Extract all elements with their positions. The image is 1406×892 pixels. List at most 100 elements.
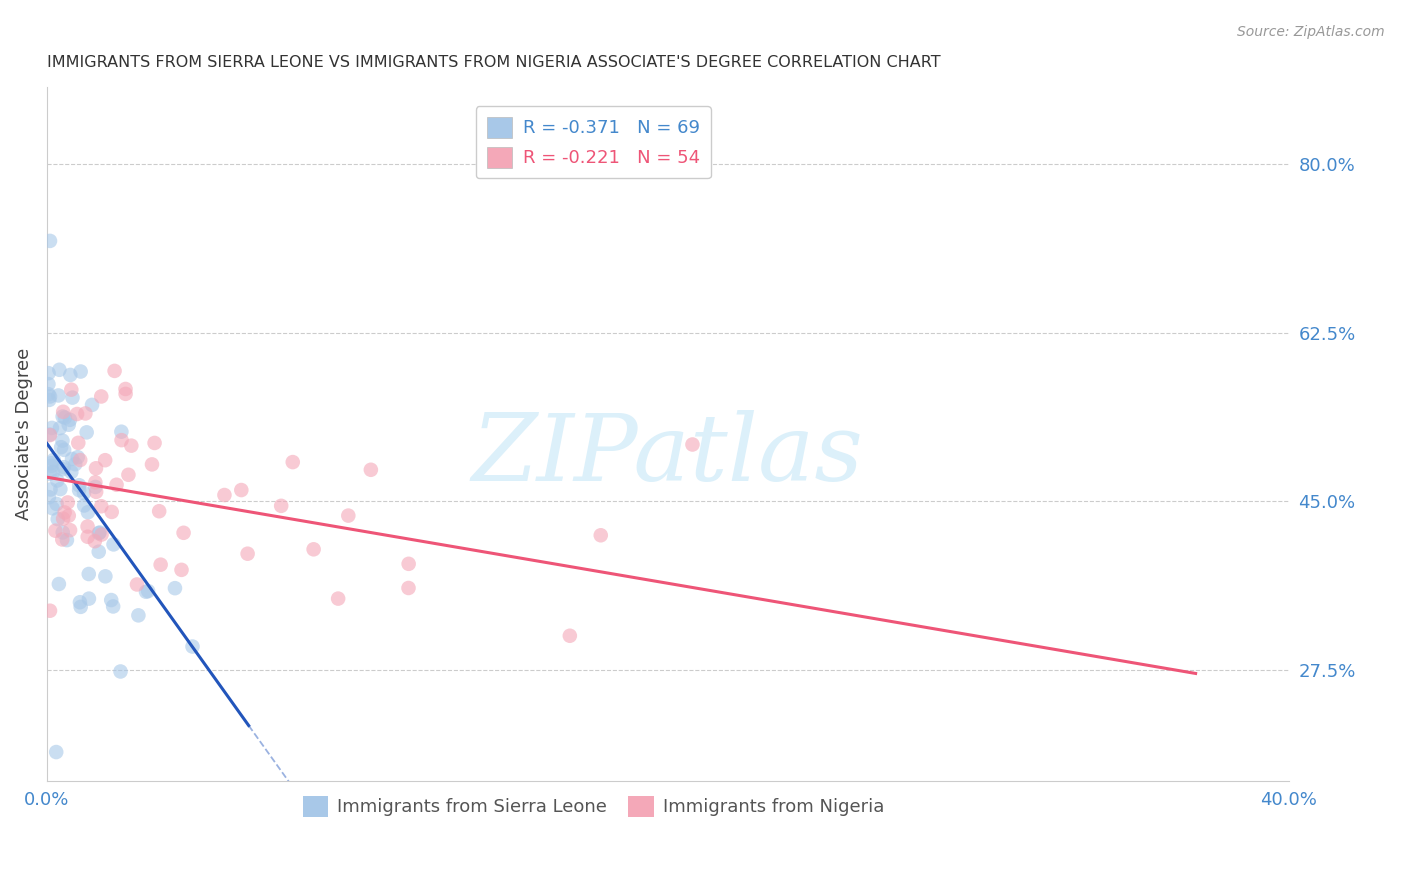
Point: [69, 599, 91, 614]
Point: [75, 407, 97, 421]
Point: [141, 458, 163, 472]
Point: [110, 425, 132, 439]
Point: [39, 389, 62, 403]
Point: [110, 433, 132, 447]
Text: IMMIGRANTS FROM SIERRA LEONE VS IMMIGRANTS FROM NIGERIA ASSOCIATE'S DEGREE CORRE: IMMIGRANTS FROM SIERRA LEONE VS IMMIGRAN…: [46, 55, 941, 70]
Point: [48, 577, 70, 591]
Point: [38, 490, 60, 504]
Point: [49, 421, 72, 435]
Point: [84, 475, 107, 490]
Point: [231, 483, 253, 497]
Point: [181, 640, 204, 654]
Point: [103, 537, 125, 551]
Point: [558, 629, 581, 643]
Point: [90, 527, 112, 541]
Point: [76, 530, 98, 544]
Point: [59, 523, 82, 537]
Point: [84, 480, 107, 494]
Point: [48, 388, 70, 402]
Point: [149, 558, 172, 572]
Point: [58, 508, 80, 523]
Point: [67, 478, 90, 492]
Point: [53, 505, 76, 519]
Point: [52, 409, 75, 424]
Point: [120, 439, 142, 453]
Point: [59, 368, 82, 382]
Point: [39, 456, 62, 470]
Point: [90, 389, 112, 403]
Point: [41, 458, 63, 473]
Point: [589, 528, 612, 542]
Point: [53, 442, 76, 457]
Point: [89, 525, 111, 540]
Point: [135, 584, 157, 599]
Point: [42, 453, 65, 467]
Point: [56, 533, 79, 547]
Point: [110, 665, 132, 679]
Point: [337, 508, 360, 523]
Point: [682, 437, 704, 451]
Point: [127, 608, 149, 623]
Point: [39, 604, 62, 618]
Point: [46, 512, 69, 526]
Point: [46, 474, 69, 488]
Point: [214, 488, 236, 502]
Point: [51, 462, 73, 476]
Point: [136, 584, 159, 599]
Point: [38, 366, 60, 380]
Point: [52, 405, 75, 419]
Point: [69, 365, 91, 379]
Point: [58, 417, 80, 432]
Point: [84, 484, 107, 499]
Point: [73, 486, 96, 500]
Point: [170, 563, 193, 577]
Point: [69, 453, 91, 467]
Point: [37, 377, 59, 392]
Point: [125, 577, 148, 591]
Point: [39, 483, 62, 497]
Point: [398, 581, 420, 595]
Point: [62, 391, 84, 405]
Point: [45, 497, 67, 511]
Point: [52, 512, 75, 526]
Text: Source: ZipAtlas.com: Source: ZipAtlas.com: [1237, 25, 1385, 39]
Point: [39, 234, 62, 248]
Point: [67, 483, 90, 497]
Point: [49, 482, 72, 496]
Point: [45, 745, 67, 759]
Point: [51, 434, 73, 448]
Legend: Immigrants from Sierra Leone, Immigrants from Nigeria: Immigrants from Sierra Leone, Immigrants…: [295, 789, 891, 824]
Point: [37, 387, 59, 401]
Point: [42, 465, 65, 479]
Point: [117, 467, 139, 482]
Point: [143, 436, 166, 450]
Point: [302, 542, 325, 557]
Point: [44, 524, 66, 538]
Point: [84, 461, 107, 475]
Point: [38, 427, 60, 442]
Point: [60, 452, 83, 467]
Point: [56, 495, 79, 509]
Point: [236, 547, 259, 561]
Point: [51, 533, 73, 547]
Point: [101, 599, 124, 614]
Point: [63, 457, 86, 471]
Point: [87, 526, 110, 541]
Point: [69, 595, 91, 609]
Point: [100, 593, 122, 607]
Point: [270, 499, 292, 513]
Point: [360, 463, 382, 477]
Point: [41, 501, 63, 516]
Point: [148, 504, 170, 518]
Point: [114, 387, 136, 401]
Point: [90, 500, 112, 514]
Point: [60, 465, 83, 479]
Point: [77, 505, 100, 519]
Point: [77, 567, 100, 582]
Point: [66, 407, 89, 421]
Point: [66, 450, 89, 465]
Point: [105, 477, 128, 491]
Y-axis label: Associate's Degree: Associate's Degree: [15, 348, 32, 520]
Point: [38, 467, 60, 481]
Point: [94, 453, 117, 467]
